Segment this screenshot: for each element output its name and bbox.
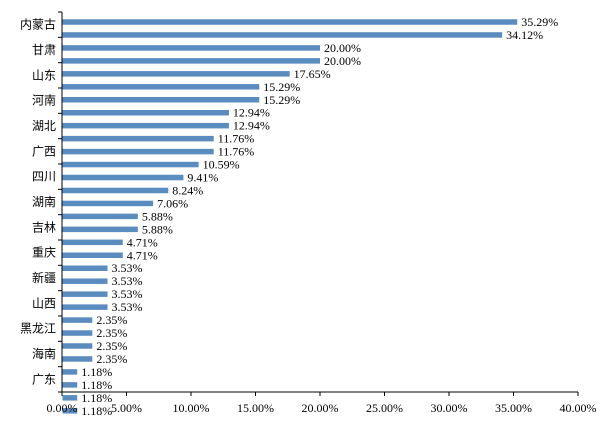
x-tick-label: 0.00% xyxy=(47,401,78,415)
value-label: 3.53% xyxy=(112,300,143,314)
value-label: 5.88% xyxy=(142,222,173,236)
category-label: 甘肃 xyxy=(32,43,56,57)
bar xyxy=(62,356,93,362)
value-label: 11.76% xyxy=(218,132,255,146)
bar xyxy=(62,317,93,323)
bar xyxy=(62,278,108,284)
value-label: 17.65% xyxy=(294,67,331,81)
bar xyxy=(62,161,199,168)
bar xyxy=(62,382,78,388)
bar xyxy=(62,32,503,38)
bar xyxy=(62,330,93,336)
bar xyxy=(62,71,290,77)
bar xyxy=(62,213,138,220)
value-label: 4.71% xyxy=(127,248,158,262)
bar xyxy=(62,304,108,310)
value-label: 5.88% xyxy=(142,209,173,223)
x-tick-label: 20.00% xyxy=(302,401,339,415)
bar xyxy=(62,187,169,194)
value-label: 3.53% xyxy=(112,261,143,275)
value-label: 20.00% xyxy=(324,54,361,68)
bar xyxy=(62,395,78,401)
value-label: 9.41% xyxy=(187,171,218,185)
bar xyxy=(62,174,184,181)
value-label: 11.76% xyxy=(218,145,255,159)
category-label: 广西 xyxy=(32,144,56,158)
value-label: 4.71% xyxy=(127,235,158,249)
value-label: 3.53% xyxy=(112,274,143,288)
value-labels: 35.29%34.12%20.00%20.00%17.65%15.29%15.2… xyxy=(81,15,558,418)
value-label: 15.29% xyxy=(263,93,300,107)
bar xyxy=(62,265,108,271)
value-label: 12.94% xyxy=(233,119,270,133)
x-tick-label: 40.00% xyxy=(560,401,597,415)
bar xyxy=(62,135,214,142)
category-label: 山东 xyxy=(32,68,56,82)
value-label: 1.18% xyxy=(81,378,112,392)
value-label: 1.18% xyxy=(81,404,112,418)
bar xyxy=(62,148,214,155)
category-label: 吉林 xyxy=(32,220,56,234)
x-tick-label: 10.00% xyxy=(173,401,210,415)
category-label: 山西 xyxy=(32,296,56,310)
bar xyxy=(62,84,260,90)
value-label: 3.53% xyxy=(112,287,143,301)
x-tick-label: 5.00% xyxy=(111,401,142,415)
bar xyxy=(62,408,78,414)
category-label: 海南 xyxy=(32,346,56,361)
value-label: 35.29% xyxy=(521,15,558,29)
category-label: 新疆 xyxy=(32,270,56,285)
value-label: 15.29% xyxy=(263,80,300,94)
axes xyxy=(58,11,578,393)
bars xyxy=(62,19,518,414)
value-label: 7.06% xyxy=(157,196,188,210)
value-label: 34.12% xyxy=(506,28,543,42)
bar xyxy=(62,45,320,51)
value-label: 8.24% xyxy=(172,183,203,197)
value-label: 2.35% xyxy=(96,313,127,327)
bar xyxy=(62,343,93,349)
category-label: 湖北 xyxy=(32,118,56,133)
category-label: 重庆 xyxy=(32,246,56,260)
bar xyxy=(62,122,229,129)
category-label: 河南 xyxy=(32,93,56,108)
x-tick-label: 35.00% xyxy=(495,401,532,415)
category-label: 湖南 xyxy=(32,194,56,209)
x-axis-ticks: 0.00% 5.00% 10.00% 15.00% 20.00% 25.00% 30.00%… xyxy=(47,392,597,415)
bar xyxy=(62,97,260,103)
value-label: 1.18% xyxy=(81,391,112,405)
bar xyxy=(62,291,108,297)
category-label: 黑龙江 xyxy=(20,322,56,336)
bar xyxy=(62,239,123,246)
bar xyxy=(62,226,138,233)
value-label: 20.00% xyxy=(324,41,361,55)
bar xyxy=(62,200,154,207)
value-label: 2.35% xyxy=(96,352,127,366)
bar xyxy=(62,19,518,25)
value-label: 2.35% xyxy=(96,339,127,353)
x-tick-label: 30.00% xyxy=(431,401,468,415)
x-tick-label: 15.00% xyxy=(237,401,274,415)
bar xyxy=(62,252,123,259)
bar xyxy=(62,109,229,116)
x-tick-label: 25.00% xyxy=(366,401,403,415)
value-label: 1.18% xyxy=(81,365,112,379)
category-label: 广东 xyxy=(32,372,56,386)
bar xyxy=(62,369,78,375)
value-label: 2.35% xyxy=(96,326,127,340)
value-label: 10.59% xyxy=(203,158,240,172)
bar xyxy=(62,58,320,64)
category-label: 四川 xyxy=(32,170,56,184)
category-label: 内蒙古 xyxy=(20,17,56,32)
value-label: 12.94% xyxy=(233,106,270,120)
